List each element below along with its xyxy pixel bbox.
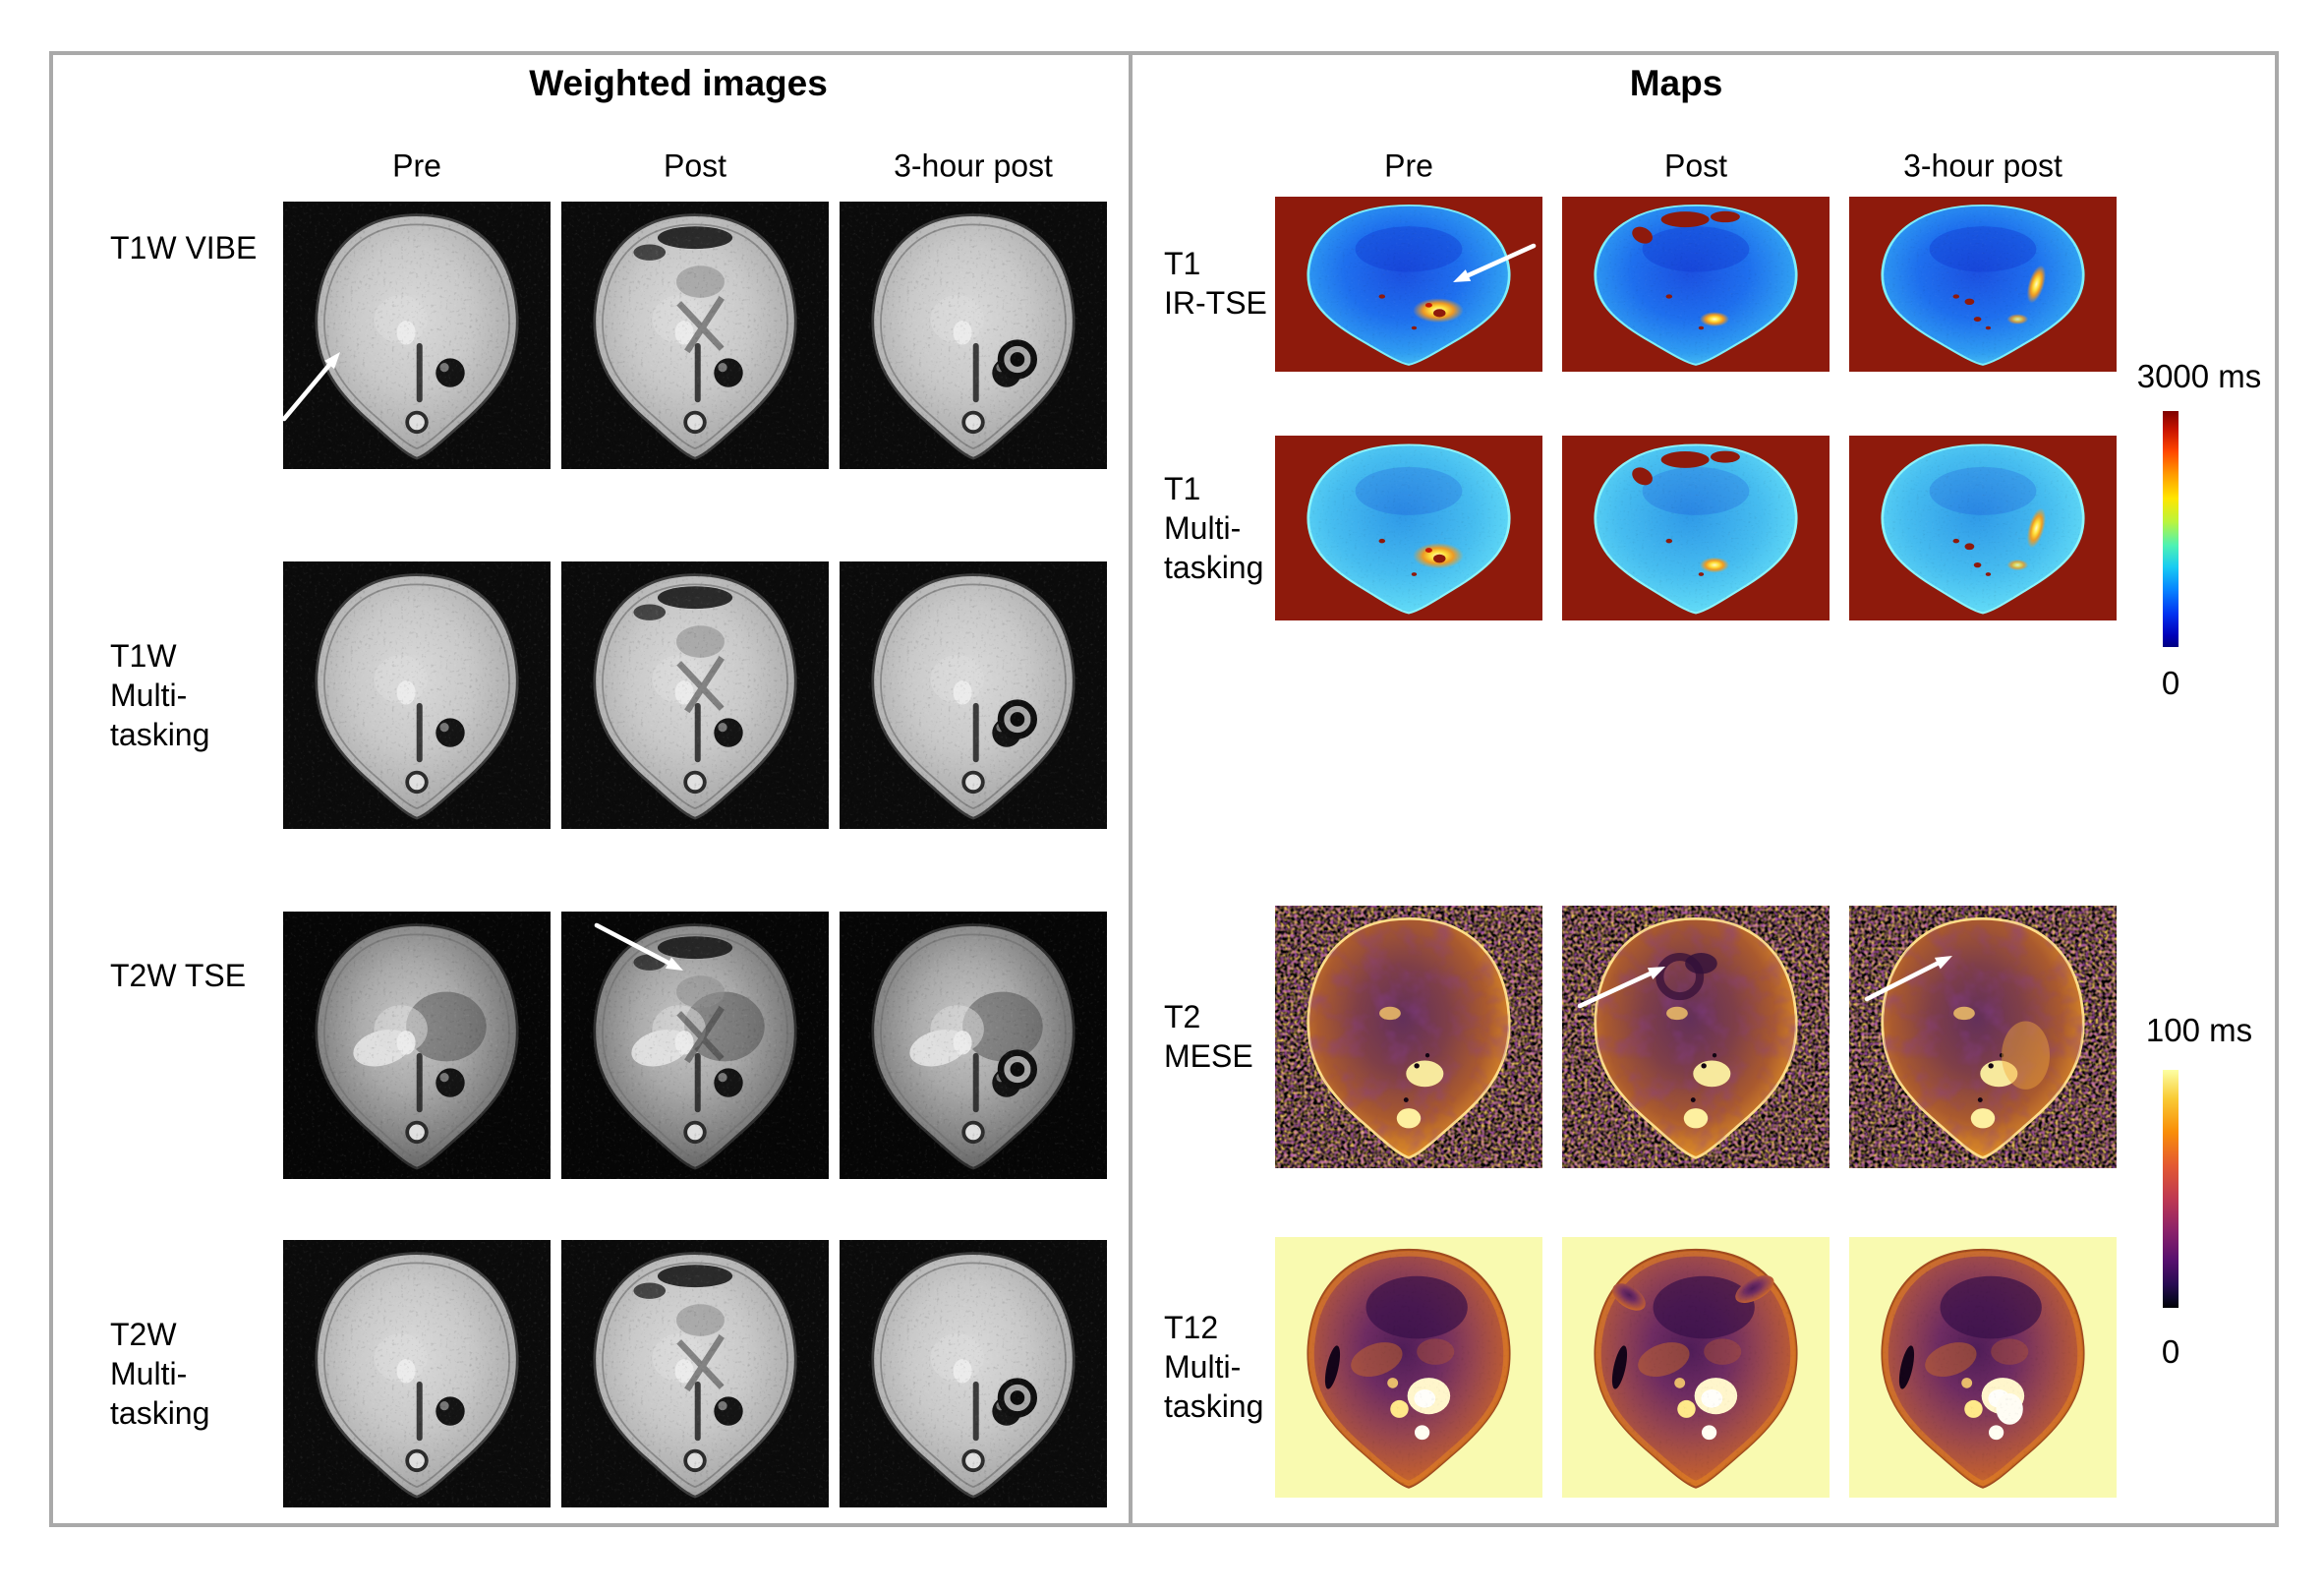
weighted-row-label-t2w-tse: T2W TSE	[110, 956, 246, 995]
maps-t1-ir-tse-post-image	[1562, 197, 1830, 372]
maps-t12-multi-tasking-3-hour-post-image	[1849, 1237, 2117, 1498]
weighted-t1w-multi-tasking-post-image	[561, 561, 829, 829]
mri-slice-graphic	[561, 202, 829, 469]
mri-slice-graphic	[283, 912, 551, 1179]
mri-slice-graphic	[1849, 436, 2117, 620]
weighted-t2w-tse-3-hour-post-image	[840, 912, 1107, 1179]
maps-t1-ir-tse-pre-image	[1275, 197, 1542, 372]
mri-slice-graphic	[840, 912, 1107, 1179]
maps-column-header-3-hour-post: 3-hour post	[1903, 148, 2063, 184]
mri-slice-graphic	[1275, 1237, 1542, 1498]
maps-row-label-t12-multi-tasking: T12 Multi-tasking	[1164, 1308, 1263, 1426]
weighted-row-label-t2w-multi-tasking: T2W Multi-tasking	[110, 1315, 209, 1433]
weighted-t1w-vibe-post-image	[561, 202, 829, 469]
mri-slice-graphic	[1562, 436, 1830, 620]
maps-t1-multi-tasking-3-hour-post-image	[1849, 436, 2117, 620]
mri-slice-graphic	[561, 912, 829, 1179]
maps-row-label-t1-ir-tse: T1 IR-TSE	[1164, 244, 1267, 323]
weighted-t2w-multi-tasking-post-image	[561, 1240, 829, 1507]
row-label-line: IR-TSE	[1164, 285, 1267, 321]
figure-border	[49, 51, 2279, 1527]
row-label-line: tasking	[1164, 550, 1264, 585]
maps-t12-multi-tasking-pre-image	[1275, 1237, 1542, 1498]
row-label-line: Multi-	[1164, 1349, 1242, 1385]
weighted-column-header-pre: Pre	[392, 148, 441, 184]
weighted-column-header-post: Post	[663, 148, 727, 184]
weighted-t2w-multi-tasking-pre-image	[283, 1240, 551, 1507]
panel-divider	[1129, 51, 1133, 1527]
weighted-row-label-t1w-vibe: T1W VIBE	[110, 228, 257, 267]
mri-slice-graphic	[561, 1240, 829, 1507]
t2-colorbar	[2163, 1070, 2179, 1308]
weighted-t1w-vibe-pre-image	[283, 202, 551, 469]
t1-colorbar-max-label: 3000 ms	[2136, 358, 2262, 394]
mri-slice-graphic	[1275, 436, 1542, 620]
maps-t2-mese-pre-image	[1275, 906, 1542, 1168]
mri-slice-graphic	[561, 561, 829, 829]
maps-t12-multi-tasking-post-image	[1562, 1237, 1830, 1498]
mri-slice-graphic	[1275, 906, 1542, 1168]
row-label-line: T1	[1164, 471, 1201, 506]
row-label-line: Multi-	[110, 1356, 188, 1391]
weighted-t1w-multi-tasking-pre-image	[283, 561, 551, 829]
row-label-line: Multi-	[110, 678, 188, 713]
mri-slice-graphic	[1562, 1237, 1830, 1498]
mri-slice-graphic	[1849, 906, 2117, 1168]
row-label-line: T2W TSE	[110, 958, 247, 993]
t2-colorbar-min-label: 0	[2161, 1333, 2180, 1370]
t1-colorbar-min-label: 0	[2161, 665, 2180, 701]
row-label-line: Multi-	[1164, 510, 1242, 546]
right-panel-title: Maps	[1629, 63, 1723, 103]
maps-t1-multi-tasking-post-image	[1562, 436, 1830, 620]
row-label-line: tasking	[110, 717, 210, 752]
mri-slice-graphic	[283, 1240, 551, 1507]
row-label-line: MESE	[1164, 1038, 1253, 1074]
mri-slice-graphic	[283, 561, 551, 829]
maps-column-header-post: Post	[1663, 148, 1728, 184]
row-label-line: T2W	[110, 1317, 177, 1352]
weighted-row-label-t1w-multi-tasking: T1W Multi-tasking	[110, 636, 209, 754]
weighted-t2w-tse-pre-image	[283, 912, 551, 1179]
maps-t1-ir-tse-3-hour-post-image	[1849, 197, 2117, 372]
maps-t1-multi-tasking-pre-image	[1275, 436, 1542, 620]
mri-slice-graphic	[283, 202, 551, 469]
mri-slice-graphic	[1849, 197, 2117, 372]
row-label-line: tasking	[1164, 1388, 1264, 1424]
mri-slice-graphic	[840, 1240, 1107, 1507]
maps-t2-mese-post-image	[1562, 906, 1830, 1168]
t2-colorbar-max-label: 100 ms	[2145, 1012, 2253, 1048]
weighted-t1w-multi-tasking-3-hour-post-image	[840, 561, 1107, 829]
mri-slice-graphic	[1562, 197, 1830, 372]
row-label-line: T1	[1164, 246, 1201, 281]
left-panel-title: Weighted images	[529, 63, 828, 103]
mri-slice-graphic	[840, 202, 1107, 469]
row-label-line: T12	[1164, 1310, 1219, 1345]
maps-column-header-pre: Pre	[1384, 148, 1433, 184]
row-label-line: tasking	[110, 1395, 210, 1431]
maps-row-label-t2-mese: T2 MESE	[1164, 997, 1253, 1076]
mri-slice-graphic	[1562, 906, 1830, 1168]
row-label-line: T1W VIBE	[110, 230, 258, 266]
t1-colorbar	[2163, 411, 2179, 647]
maps-t2-mese-3-hour-post-image	[1849, 906, 2117, 1168]
row-label-line: T1W	[110, 638, 177, 674]
mri-slice-graphic	[1849, 1237, 2117, 1498]
weighted-t2w-tse-post-image	[561, 912, 829, 1179]
mri-slice-graphic	[840, 561, 1107, 829]
weighted-t1w-vibe-3-hour-post-image	[840, 202, 1107, 469]
weighted-t2w-multi-tasking-3-hour-post-image	[840, 1240, 1107, 1507]
weighted-column-header-3-hour-post: 3-hour post	[894, 148, 1053, 184]
mri-slice-graphic	[1275, 197, 1542, 372]
row-label-line: T2	[1164, 999, 1201, 1034]
maps-row-label-t1-multi-tasking: T1 Multi-tasking	[1164, 469, 1263, 587]
